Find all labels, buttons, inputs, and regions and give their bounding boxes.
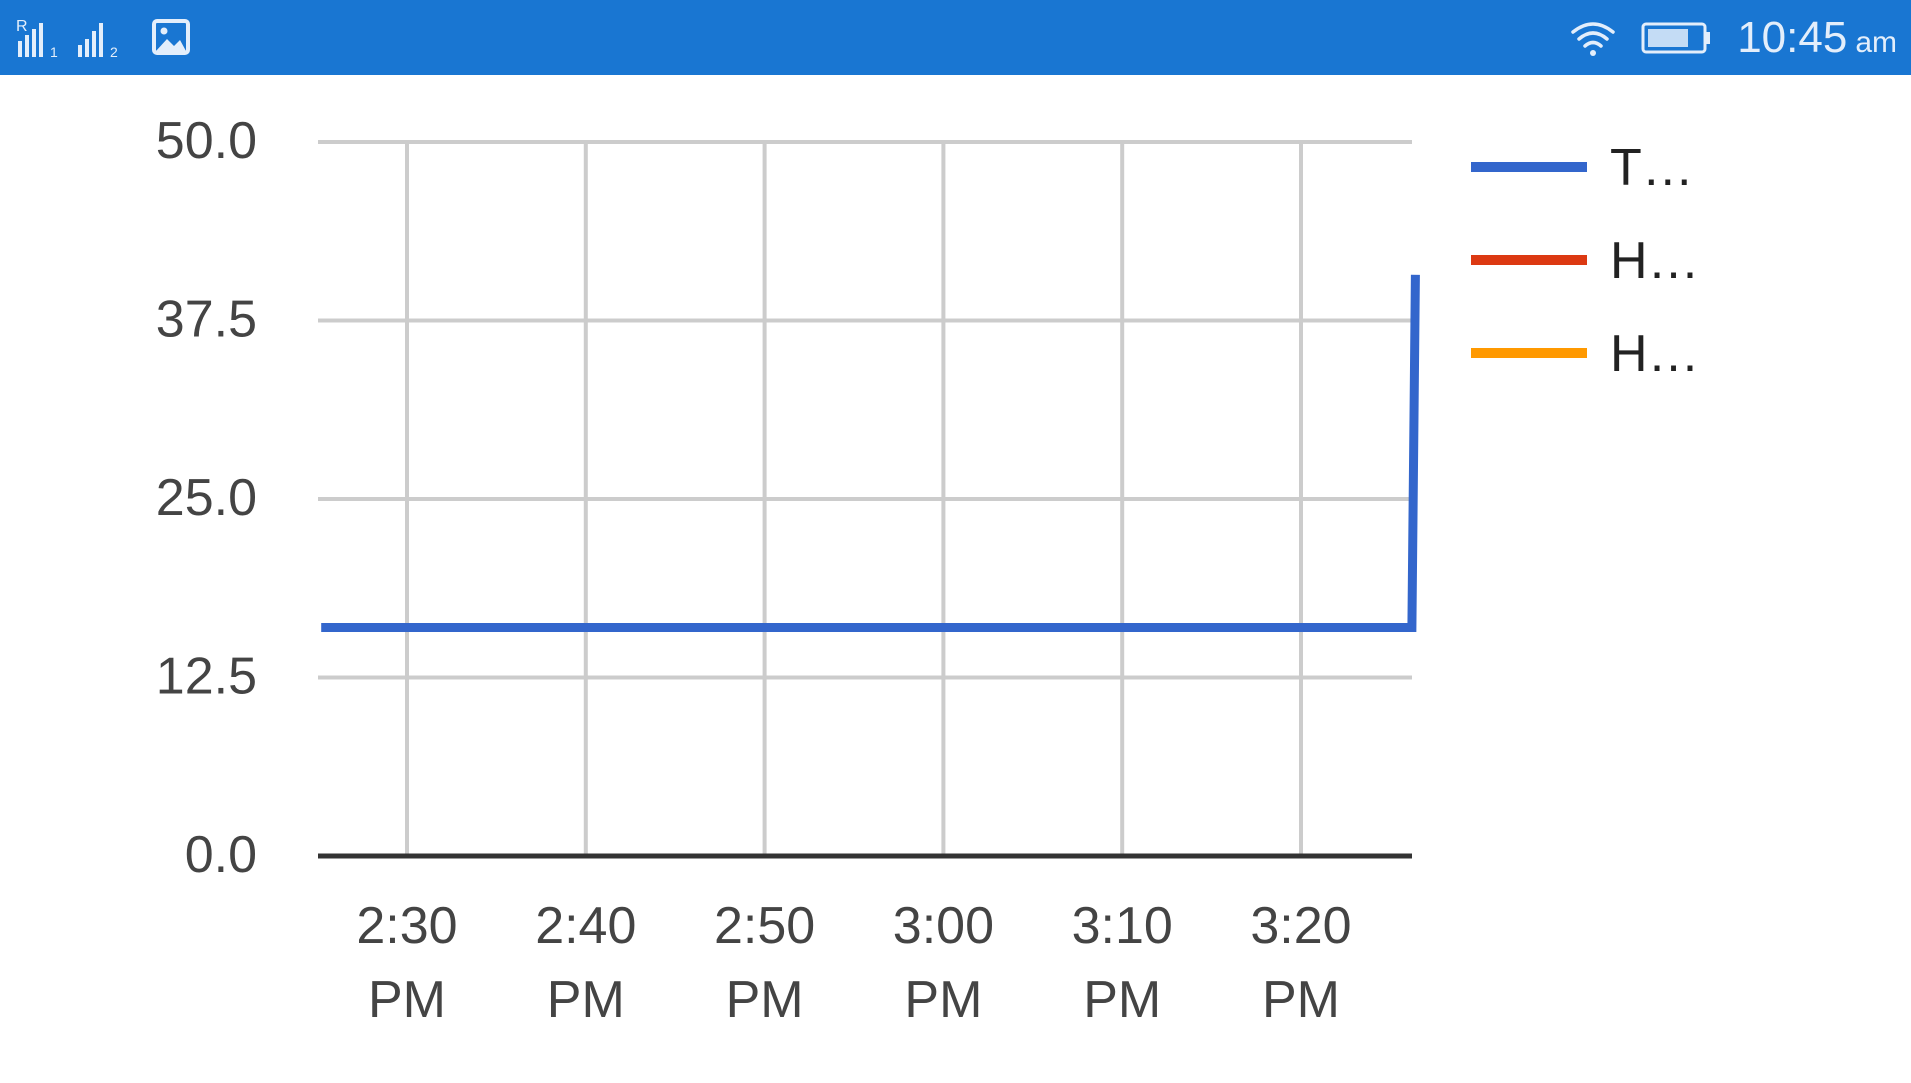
x-axis-ticks: 2:30 PM 2:40 PM 2:50 PM 3:00 PM 3:10 PM 3:20 PM [356, 897, 1351, 1029]
x-tick-label-ampm: PM [368, 971, 446, 1029]
legend-label: H… [1610, 325, 1700, 383]
chart-grid [318, 140, 1412, 856]
sim1-label: 1 [50, 44, 58, 59]
chart-series [321, 274, 1420, 632]
chart-area: 50.0 37.5 25.0 12.5 0.0 2:30 PM 2:40 PM 2:50 PM 3:… [0, 75, 1911, 1078]
x-tick-label-ampm: PM [1083, 971, 1161, 1029]
x-tick-label: 3:00 [893, 897, 994, 955]
x-tick-label: 3:20 [1250, 897, 1351, 955]
clock-time: 10:45 [1737, 13, 1848, 62]
roaming-indicator: R [16, 18, 28, 35]
sim2-label: 2 [110, 44, 118, 59]
series-line-1 [321, 274, 1420, 632]
status-clock: 10:45 am [1737, 13, 1897, 63]
y-axis-ticks: 50.0 37.5 25.0 12.5 0.0 [156, 112, 257, 884]
signal-sim1-icon: R 1 [16, 18, 58, 59]
x-tick-label-ampm: PM [726, 971, 804, 1029]
chart-legend[interactable]: T… H… H… [1471, 139, 1700, 383]
x-tick-label-ampm: PM [904, 971, 982, 1029]
x-tick-label-ampm: PM [547, 971, 625, 1029]
battery-icon [1641, 22, 1711, 54]
legend-label: T… [1610, 139, 1694, 197]
image-notification-icon [152, 19, 190, 55]
y-tick-label: 12.5 [156, 648, 257, 706]
status-right: 10:45 am [1569, 8, 1897, 68]
status-left: R 1 2 [14, 12, 194, 62]
status-bar: R 1 2 [0, 0, 1911, 75]
x-tick-label: 2:50 [714, 897, 815, 955]
legend-label: H… [1610, 232, 1700, 290]
wifi-icon [1571, 22, 1615, 56]
y-tick-label: 0.0 [185, 826, 257, 884]
x-tick-label: 2:30 [356, 897, 457, 955]
x-tick-label: 2:40 [535, 897, 636, 955]
legend-item-2[interactable]: H… [1471, 232, 1700, 290]
x-tick-label-ampm: PM [1262, 971, 1340, 1029]
x-tick-label: 3:10 [1072, 897, 1173, 955]
legend-item-1[interactable]: T… [1471, 139, 1694, 197]
clock-ampm: am [1855, 26, 1897, 59]
y-tick-label: 37.5 [156, 291, 257, 349]
signal-sim2-icon: 2 [78, 23, 118, 59]
y-tick-label: 50.0 [156, 112, 257, 170]
y-tick-label: 25.0 [156, 469, 257, 527]
legend-item-3[interactable]: H… [1471, 325, 1700, 383]
line-chart: 50.0 37.5 25.0 12.5 0.0 2:30 PM 2:40 PM 2:50 PM 3:… [156, 112, 1700, 1029]
